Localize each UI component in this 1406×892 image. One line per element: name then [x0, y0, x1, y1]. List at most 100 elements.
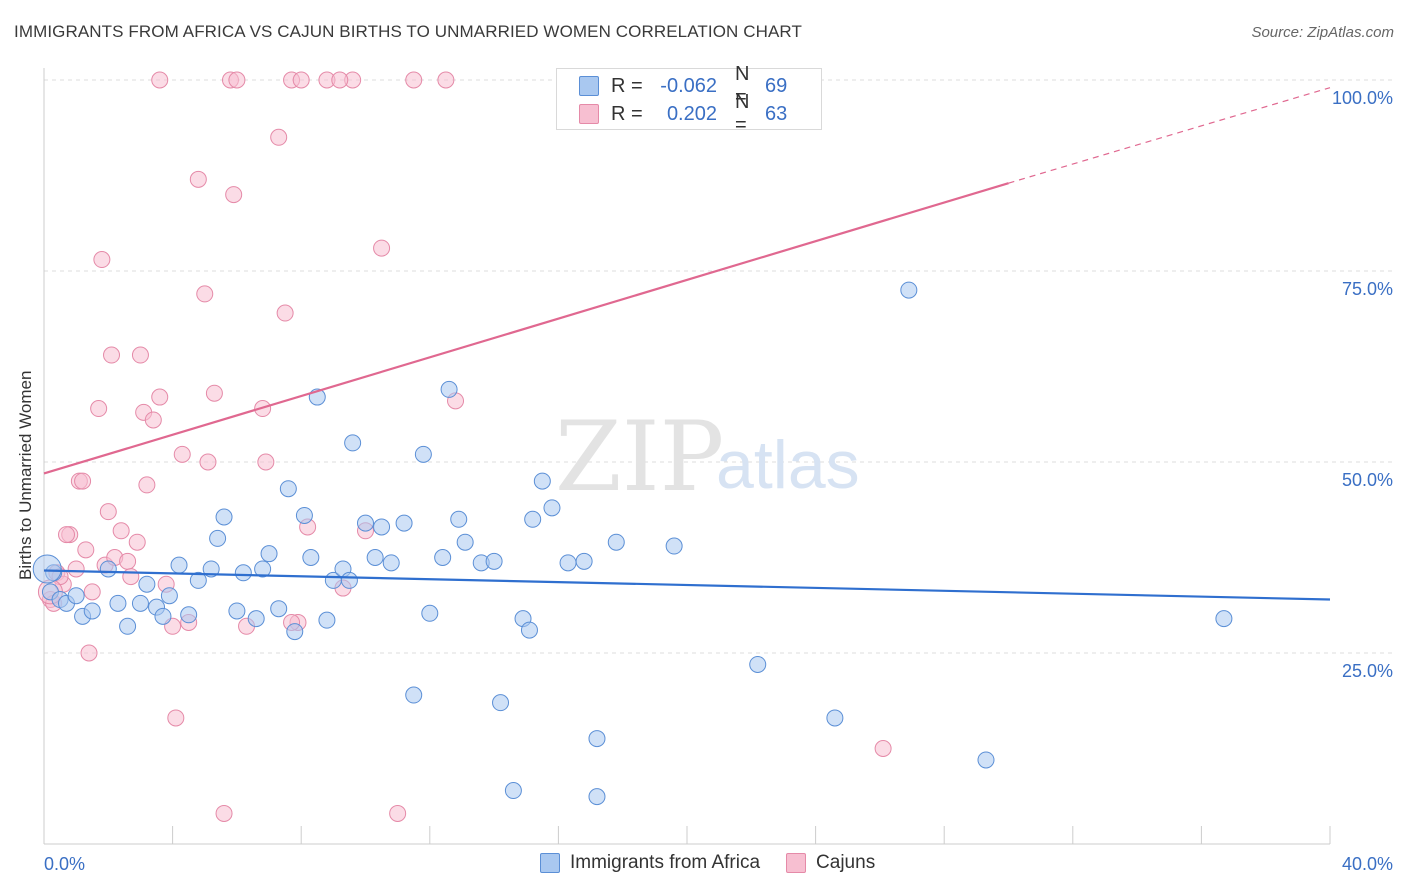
cajun-point	[276, 304, 294, 322]
cajun-trend-line	[43, 182, 1009, 475]
africa-point	[180, 606, 198, 624]
africa-point	[318, 611, 336, 629]
y-tick-label: 50.0%	[1342, 470, 1393, 490]
cajun-point	[196, 285, 214, 303]
cajun-point	[389, 804, 407, 822]
africa-point	[247, 610, 265, 628]
cajun-point	[151, 71, 169, 89]
watermark-zip: ZIP	[555, 401, 724, 513]
africa-point	[366, 549, 384, 566]
legend-row-cajun: R = 0.202 N = 63	[579, 91, 788, 136]
x-tick-label: 40.0%	[1342, 854, 1393, 874]
y-axis-label: Births to Unmarried Women	[16, 370, 35, 580]
africa-point	[215, 508, 233, 526]
africa-point	[492, 694, 510, 712]
chart-title: IMMIGRANTS FROM AFRICA VS CAJUN BIRTHS T…	[14, 22, 802, 41]
cajun-point	[144, 411, 162, 429]
cajun-legend-label: Cajuns	[816, 852, 876, 873]
africa-legend-swatch	[540, 853, 560, 873]
trend-lines	[43, 87, 1331, 601]
africa-point	[138, 575, 156, 593]
africa-point	[119, 617, 137, 635]
africa-point	[520, 621, 538, 639]
africa-point	[286, 623, 304, 641]
africa-point	[340, 571, 358, 589]
africa-point	[99, 560, 117, 578]
africa-point	[440, 380, 458, 398]
africa-point	[524, 510, 542, 528]
cajun-point	[119, 552, 137, 570]
africa-point	[344, 434, 362, 452]
africa-point	[588, 730, 606, 748]
africa-point	[270, 600, 288, 618]
africa-point	[504, 782, 522, 800]
source-label: Source: ZipAtlas.com	[1251, 24, 1394, 41]
africa-point	[83, 602, 101, 620]
africa-point	[260, 545, 278, 563]
cajun-point	[215, 804, 233, 822]
cajun-point	[99, 503, 117, 521]
africa-point	[543, 499, 561, 517]
africa-point	[405, 686, 423, 704]
series-legend: Immigrants from Africa Cajuns	[540, 852, 901, 874]
cajun-point	[128, 533, 146, 551]
cajun-point	[228, 71, 246, 89]
r-label: R =	[611, 74, 643, 97]
cajun-point	[874, 740, 892, 757]
cajun-point	[83, 583, 101, 601]
africa-swatch	[579, 76, 599, 96]
cajun-point	[90, 400, 108, 418]
africa-point	[254, 560, 272, 578]
cajun-point	[67, 560, 85, 578]
africa-point	[450, 510, 468, 528]
cajun-point	[270, 128, 288, 146]
cajun-point	[103, 346, 121, 364]
n-value: 63	[765, 102, 788, 125]
n-label: N =	[735, 63, 750, 108]
cajun-swatch	[579, 104, 599, 124]
africa-point	[607, 533, 625, 551]
africa-point	[421, 604, 439, 622]
cajun-point	[199, 453, 217, 471]
cajun-point	[437, 71, 455, 89]
africa-point	[533, 472, 551, 490]
africa-trend-line	[43, 569, 1331, 601]
africa-point	[1215, 610, 1233, 628]
africa-point	[559, 554, 577, 572]
africa-point	[279, 480, 297, 498]
africa-point	[202, 560, 220, 578]
cajun-point	[292, 71, 310, 89]
cajun-point	[138, 476, 156, 494]
africa-point	[575, 552, 593, 570]
r-value: -0.062	[660, 74, 717, 97]
n-label: N =	[735, 91, 750, 136]
watermark-atlas: atlas	[716, 427, 860, 503]
cajun-point	[122, 568, 140, 586]
africa-point	[234, 564, 252, 582]
africa-point	[665, 537, 683, 555]
cajun-point	[112, 522, 130, 540]
africa-legend-label: Immigrants from Africa	[570, 852, 761, 873]
tick-labels: 25.0% 50.0% 75.0% 100.0% 0.0% 40.0%	[44, 88, 1393, 874]
africa-point	[228, 602, 246, 620]
africa-points	[32, 281, 1233, 806]
africa-point	[826, 709, 844, 727]
cajun-point	[74, 472, 92, 490]
africa-point	[109, 594, 127, 612]
cajun-point	[257, 453, 275, 471]
africa-point	[456, 533, 474, 551]
legend-item-africa[interactable]: Immigrants from Africa	[540, 852, 760, 874]
africa-point	[900, 281, 918, 299]
cajun-point	[77, 541, 95, 559]
africa-point	[170, 556, 188, 574]
africa-point	[189, 571, 207, 589]
cajun-point	[151, 388, 169, 406]
africa-point	[32, 554, 62, 584]
cajun-points	[37, 71, 892, 822]
africa-point	[382, 554, 400, 572]
cajun-point	[225, 186, 243, 204]
legend-item-cajun[interactable]: Cajuns	[786, 852, 875, 874]
africa-point	[67, 587, 85, 605]
africa-point	[131, 594, 149, 612]
